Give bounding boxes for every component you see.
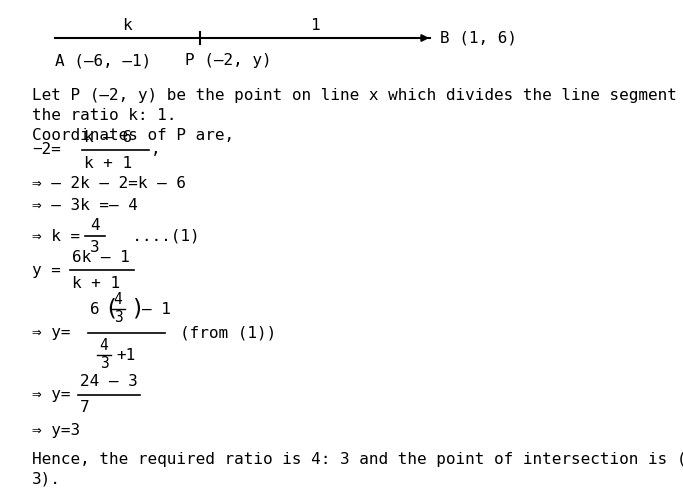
Text: P (–2, y): P (–2, y) xyxy=(185,53,272,68)
Text: ⇒ – 2k – 2=k – 6: ⇒ – 2k – 2=k – 6 xyxy=(32,175,186,191)
Text: ....(1): ....(1) xyxy=(113,228,199,244)
Text: ⇒ y=: ⇒ y= xyxy=(32,387,70,403)
Text: ⇒ y=3: ⇒ y=3 xyxy=(32,422,80,437)
Text: 24 – 3: 24 – 3 xyxy=(80,375,138,389)
Text: 7: 7 xyxy=(80,401,89,415)
Text: Coordinates of P are,: Coordinates of P are, xyxy=(32,128,234,143)
Text: 4: 4 xyxy=(90,218,100,233)
Text: 3: 3 xyxy=(113,310,122,326)
Text: the ratio k: 1.: the ratio k: 1. xyxy=(32,108,176,123)
Text: 6: 6 xyxy=(90,301,100,317)
Text: Hence, the required ratio is 4: 3 and the point of intersection is (–2,: Hence, the required ratio is 4: 3 and th… xyxy=(32,452,683,467)
Text: 3: 3 xyxy=(90,240,100,254)
Text: B (1, 6): B (1, 6) xyxy=(440,30,517,46)
Text: 3: 3 xyxy=(100,356,109,372)
Text: ⇒ y=: ⇒ y= xyxy=(32,326,70,340)
Text: 4: 4 xyxy=(113,293,122,307)
Text: y =: y = xyxy=(32,263,61,277)
Text: ): ) xyxy=(130,298,143,321)
Text: −2=: −2= xyxy=(32,142,61,158)
Text: A (–6, –1): A (–6, –1) xyxy=(55,53,151,68)
Text: 4: 4 xyxy=(100,338,109,354)
Text: (: ( xyxy=(104,298,117,321)
Text: – 1: – 1 xyxy=(142,301,171,317)
Text: k: k xyxy=(122,18,132,32)
Text: 6k – 1: 6k – 1 xyxy=(72,249,130,265)
Text: (from (1)): (from (1)) xyxy=(180,326,276,340)
Text: k + 1: k + 1 xyxy=(72,275,120,291)
Text: 1: 1 xyxy=(310,18,320,32)
Text: ⇒ – 3k =– 4: ⇒ – 3k =– 4 xyxy=(32,197,138,213)
Text: +1: +1 xyxy=(116,348,135,362)
Text: k + 1: k + 1 xyxy=(84,156,132,170)
Text: 3).: 3). xyxy=(32,472,61,487)
Text: ,: , xyxy=(151,142,161,158)
Text: ⇒ k =: ⇒ k = xyxy=(32,228,80,244)
Text: k – 6: k – 6 xyxy=(84,130,132,144)
Text: Let P (–2, y) be the point on line x which divides the line segment AB: Let P (–2, y) be the point on line x whi… xyxy=(32,88,683,103)
